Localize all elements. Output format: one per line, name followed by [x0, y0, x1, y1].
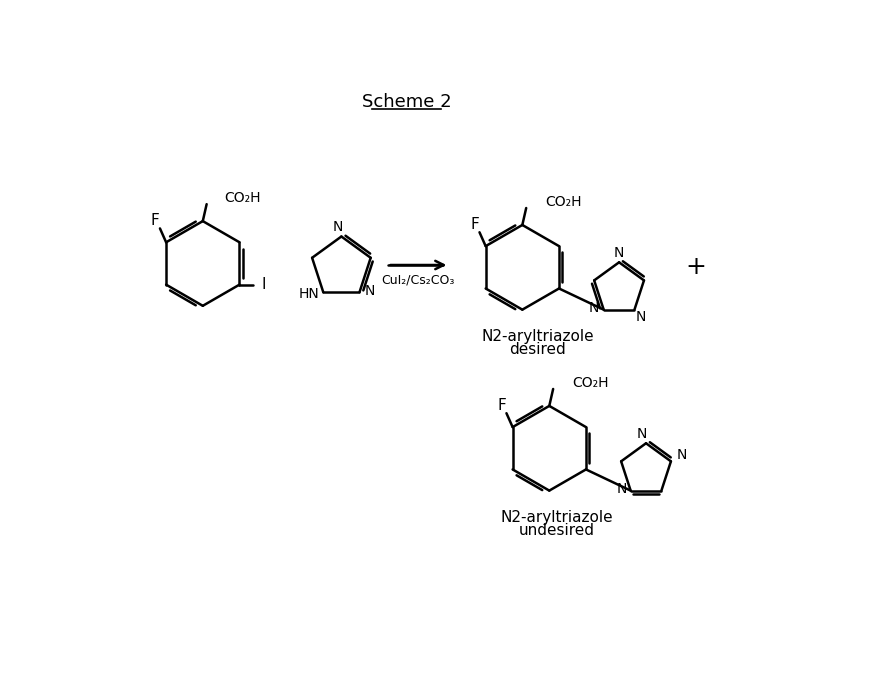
Text: HN: HN: [299, 287, 320, 301]
Text: F: F: [470, 217, 479, 232]
Text: +: +: [685, 255, 706, 279]
Text: N: N: [333, 219, 343, 233]
Text: N: N: [637, 427, 648, 441]
Text: CO₂H: CO₂H: [546, 195, 582, 209]
Text: desired: desired: [509, 342, 566, 357]
Text: N2-aryltriazole: N2-aryltriazole: [481, 329, 594, 344]
Text: F: F: [151, 213, 159, 228]
Text: I: I: [262, 277, 266, 292]
Text: N: N: [616, 482, 626, 496]
Text: CuI₂/Cs₂CO₃: CuI₂/Cs₂CO₃: [382, 274, 455, 287]
Text: CO₂H: CO₂H: [573, 376, 609, 390]
Text: N: N: [365, 284, 375, 298]
Text: F: F: [497, 398, 506, 413]
Text: N: N: [614, 246, 625, 260]
Text: N: N: [589, 301, 599, 315]
Text: N: N: [676, 448, 687, 462]
Text: CO₂H: CO₂H: [224, 191, 261, 205]
Text: undesired: undesired: [519, 523, 595, 538]
Text: Scheme 2: Scheme 2: [362, 93, 452, 111]
Text: N2-aryltriazole: N2-aryltriazole: [501, 510, 613, 525]
Text: N: N: [635, 310, 646, 324]
